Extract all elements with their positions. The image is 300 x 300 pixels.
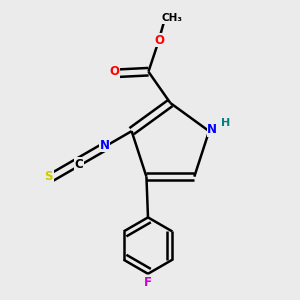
Text: O: O [109, 65, 119, 78]
Text: S: S [44, 170, 53, 183]
Text: O: O [154, 34, 164, 47]
Text: N: N [100, 139, 110, 152]
Text: F: F [144, 276, 152, 289]
Text: H: H [221, 118, 230, 128]
Text: CH₃: CH₃ [161, 14, 182, 23]
Text: N: N [207, 123, 217, 136]
Text: C: C [75, 158, 83, 170]
